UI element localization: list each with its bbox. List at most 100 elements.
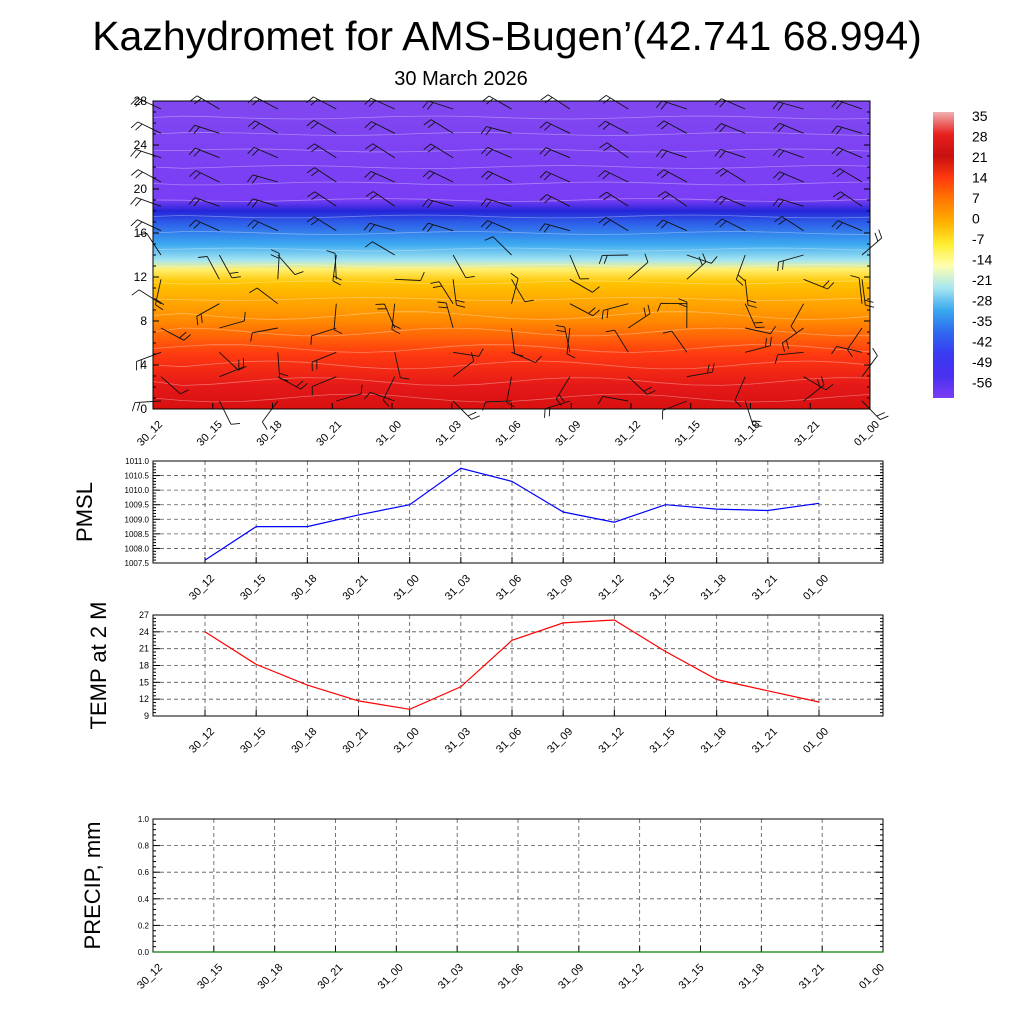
x-tick-label: 30_12 [187,726,217,756]
x-tick-label: 31_18 [699,573,729,603]
chart-subtitle: 30 March 2026 [394,68,528,90]
x-tick-label: 31_12 [613,419,643,449]
x-tick-label: 30_15 [238,726,268,756]
x-tick-label: 31_15 [648,573,678,603]
x-tick-label: 31_09 [556,962,586,992]
colorbar-label: -21 [972,272,992,288]
x-tick-label: 31_21 [750,726,780,756]
x-tick-label: 31_00 [376,962,406,992]
x-tick-label: 30_12 [187,573,217,603]
x-tick-label: 31_03 [443,726,473,756]
y-tick-label: 27 [139,610,149,620]
y-tick-label: 12 [134,270,148,284]
y-tick-label: 1010.0 [125,486,150,495]
x-tick-label: 31_09 [545,726,575,756]
temp-panel: 27 24 21 18 15 12 9 30_12 30_15 30_18 30_21 31_00 31… [86,602,884,756]
cross-section-panel: 0 4 8 12 16 20 24 28 30_12 30_15 30_18 30_21 31_00 31… [130,94,889,449]
y-tick-label: 1011.0 [125,457,149,466]
x-tick-label: 30_15 [238,573,268,603]
colorbar-gradient [933,112,954,398]
panel-frame [152,614,884,717]
x-tick-label: 30_15 [195,962,225,992]
precip-panel: 1.0 0.8 0.6 0.4 0.2 0.0 30_12 30_15 30_18 30_21 31… [80,815,887,992]
y-tick-label: 21 [139,644,149,654]
x-tick-label: 30_12 [135,962,165,992]
colorbar-label: -42 [972,334,992,350]
x-tick-label: 31_21 [750,573,780,603]
x-tick-label: 31_00 [374,419,404,449]
y-tick-label: 1008.5 [125,530,150,539]
x-tick-label: 31_03 [434,419,464,449]
x-tick-label: 31_18 [699,726,729,756]
x-tick-label: 31_09 [553,419,583,449]
x-tick-label: 01_00 [852,419,882,449]
x-tick-label: 31_15 [673,419,703,449]
y-tick-label: 4 [140,358,147,372]
x-tick-label: 31_15 [648,726,678,756]
x-tick-label: 01_00 [801,573,831,603]
y-tick-label: 9 [144,711,149,721]
x-tick-label: 31_09 [545,573,575,603]
x-tick-label: 01_00 [857,962,887,992]
y-tick-label: 0.8 [138,842,150,851]
colorbar-label: -14 [972,252,992,268]
colorbar-label: 28 [972,129,988,145]
x-tick-label: 31_15 [677,962,707,992]
pmsl-panel: 1011.0 1010.5 1010.0 1009.5 1009.0 1008.5 1008… [72,457,884,603]
x-tick-label: 30_21 [341,726,371,756]
y-tick-label: 28 [134,94,148,108]
y-tick-label: 12 [139,694,149,704]
x-tick-label: 31_18 [733,419,763,449]
x-tick-label: 30_18 [289,573,319,603]
y-tick-label: 1.0 [138,815,150,824]
colorbar-label: 7 [972,190,980,206]
y-tick-label: 1008.0 [125,544,150,553]
y-axis-label: TEMP at 2 M [86,602,111,730]
colorbar-label: 0 [972,211,980,227]
x-tick-label: 30_21 [341,573,371,603]
x-tick-label: 31_12 [596,573,626,603]
y-tick-label: 1009.5 [125,501,150,510]
colorbar-label: -28 [972,293,992,309]
x-tick-label: 30_15 [195,419,225,449]
x-tick-label: 31_21 [797,962,827,992]
x-tick-label: 31_00 [392,726,422,756]
colorbar-label: 35 [972,108,988,124]
y-tick-label: 1007.5 [125,559,150,568]
x-tick-label: 31_21 [792,419,822,449]
colorbar-label: -35 [972,313,992,329]
x-tick-label: 31_18 [737,962,767,992]
y-tick-label: 0.2 [138,921,150,930]
x-tick-label: 30_18 [255,419,285,449]
colorbar-label: 21 [972,149,988,165]
y-tick-label: 24 [139,627,149,637]
y-tick-label: 15 [139,677,149,687]
x-tick-label: 31_06 [494,419,524,449]
x-tick-label: 31_03 [436,962,466,992]
x-tick-label: 31_06 [494,573,524,603]
wind-barbs [130,94,889,430]
y-tick-label: 0.0 [138,948,150,957]
colorbar-label: 14 [972,170,988,186]
x-tick-label: 31_12 [616,962,646,992]
x-tick-label: 30_21 [314,419,344,449]
y-tick-label: 18 [139,661,149,671]
y-tick-label: 1009.0 [125,515,150,524]
data-line [204,619,820,710]
panel-frame [152,460,884,564]
x-tick-label: 01_00 [801,726,831,756]
y-axis-label: PRECIP, mm [80,822,105,950]
x-tick-label: 30_12 [135,419,165,449]
x-tick-label: 30_21 [316,962,346,992]
chart-title: Kazhydromet for AMS-Bugen’(42.741 68.994… [92,13,922,59]
x-tick-label: 31_06 [496,962,526,992]
x-tick-label: 30_18 [255,962,285,992]
y-tick-label: 0.4 [138,895,150,904]
y-tick-label: 1010.5 [125,472,150,481]
colorbar: 35 28 21 14 7 0 -7 -14 -21 -28 -35 -42 -49 -56 [933,108,992,398]
colorbar-label: -56 [972,375,992,391]
x-tick-label: 31_06 [494,726,524,756]
x-tick-label: 31_03 [443,573,473,603]
y-tick-label: 8 [140,314,147,328]
colorbar-label: -49 [972,354,992,370]
